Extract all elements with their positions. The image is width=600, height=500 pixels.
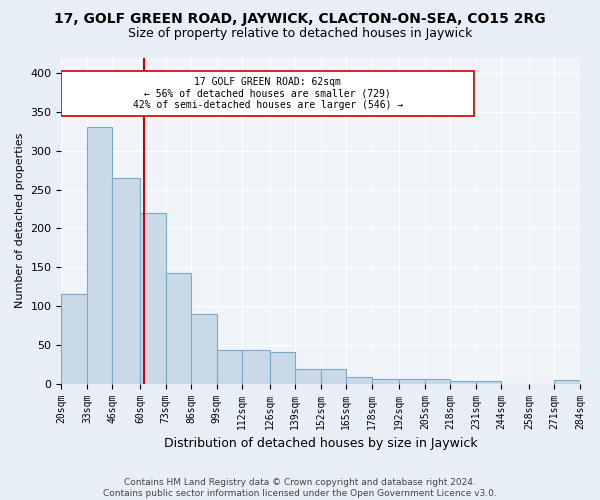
Bar (346, 376, 372, 384)
X-axis label: Distribution of detached houses by size in Jaywick: Distribution of detached houses by size … (164, 437, 478, 450)
Bar (87, 128, 112, 384)
Bar (295, 369, 321, 384)
Bar (321, 369, 346, 384)
Text: ← 56% of detached houses are smaller (729): ← 56% of detached houses are smaller (72… (144, 88, 391, 99)
Text: 17, GOLF GREEN ROAD, JAYWICK, CLACTON-ON-SEA, CO15 2RG: 17, GOLF GREEN ROAD, JAYWICK, CLACTON-ON… (54, 12, 546, 26)
Bar (476, 380, 502, 384)
Text: 17 GOLF GREEN ROAD: 62sqm: 17 GOLF GREEN ROAD: 62sqm (194, 77, 341, 87)
Bar (61, 294, 87, 384)
Bar (425, 379, 451, 384)
Bar (112, 178, 140, 384)
Text: 42% of semi-detached houses are larger (546) →: 42% of semi-detached houses are larger (… (133, 100, 403, 110)
Bar (269, 352, 295, 384)
Text: Size of property relative to detached houses in Jaywick: Size of property relative to detached ho… (128, 28, 472, 40)
Bar (140, 213, 166, 384)
Bar (242, 350, 269, 384)
FancyBboxPatch shape (61, 70, 474, 116)
Text: Contains HM Land Registry data © Crown copyright and database right 2024.
Contai: Contains HM Land Registry data © Crown c… (103, 478, 497, 498)
Bar (191, 314, 217, 384)
Bar (554, 380, 580, 384)
Bar (166, 274, 191, 384)
Bar (217, 350, 242, 384)
Bar (451, 380, 476, 384)
Bar (372, 379, 399, 384)
Bar (399, 379, 425, 384)
Y-axis label: Number of detached properties: Number of detached properties (15, 133, 25, 308)
